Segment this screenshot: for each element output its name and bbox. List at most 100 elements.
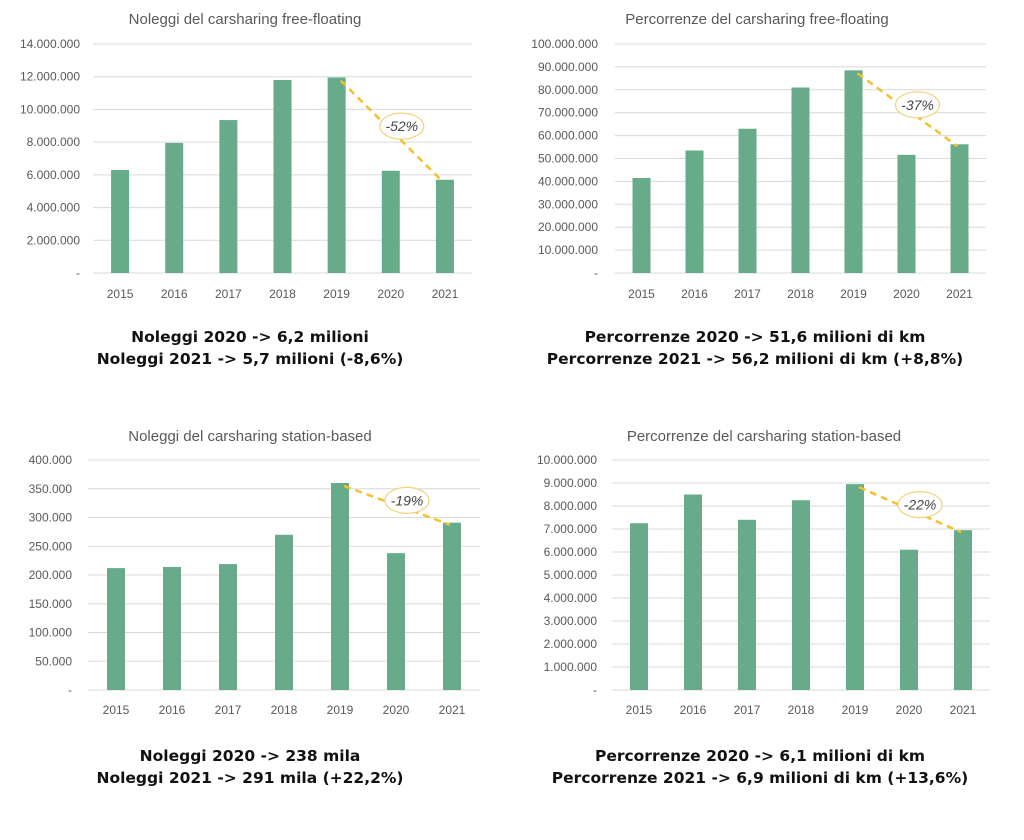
y-tick-label: 1.000.000 [544,660,598,674]
y-tick-label: 12.000.000 [20,70,80,84]
x-tick-label: 2021 [946,287,973,300]
y-tick-label: 300.000 [29,511,73,525]
bar-2018 [792,500,810,690]
x-tick-label: 2019 [323,287,350,300]
y-tick-label: 3.000.000 [544,614,598,628]
x-tick-label: 2016 [680,703,707,717]
y-tick-label: 8.000.000 [544,499,598,513]
y-tick-label: 7.000.000 [544,522,598,536]
bar-2019 [844,70,863,274]
annotation-label: -19% [391,492,424,508]
bar-2017 [738,519,756,690]
bar-2017 [738,128,757,273]
x-tick-label: 2019 [840,287,867,300]
y-tick-label: 10.000.000 [537,453,597,467]
x-tick-label: 2016 [681,287,708,300]
caption-line: Noleggi 2021 -> 291 mila (+22,2%) [96,769,404,787]
y-tick-label: 9.000.000 [544,476,598,490]
bar-2021 [950,144,969,273]
y-tick-label: - [68,683,72,697]
trend-line [858,486,962,534]
y-tick-label: 350.000 [29,482,73,496]
y-tick-label: 2.000.000 [544,637,598,651]
trend-line [343,484,451,526]
annotation-bubble [894,91,941,119]
bar-2018 [273,79,292,273]
bar-2019 [846,484,864,690]
y-tick-label: - [593,683,597,697]
y-tick-label: 4.000.000 [544,591,598,605]
x-tick-label: 2020 [896,703,923,717]
chart-title: Noleggi del carsharing station-based [128,428,371,445]
y-tick-label: 100.000 [29,626,73,640]
y-tick-label: 80.000.000 [538,83,598,97]
chart-title: Percorrenze del carsharing free-floating [625,11,888,28]
bar-2020 [387,553,405,690]
y-tick-label: 8.000.000 [27,135,81,149]
x-tick-label: 2017 [215,703,242,717]
caption-line: Noleggi 2020 -> 6,2 milioni [131,328,369,346]
y-tick-label: 6.000.000 [27,168,81,182]
y-tick-label: 90.000.000 [538,60,598,74]
x-tick-label: 2018 [787,287,814,300]
bar-2017 [219,120,238,273]
x-tick-label: 2021 [439,703,466,717]
x-tick-label: 2015 [628,287,655,300]
x-tick-label: 2016 [159,703,186,717]
x-tick-label: 2015 [626,703,653,717]
y-tick-label: 5.000.000 [544,568,598,582]
chart-ff-rentals: Noleggi del carsharing free-floating - 2.0… [20,11,472,300]
annotation-label: -22% [904,497,937,513]
x-tick-label: 2016 [161,287,188,300]
bar-2020 [381,170,400,273]
x-tick-label: 2017 [734,287,761,300]
bar-2018 [791,87,810,273]
y-tick-label: 250.000 [29,539,73,553]
bar-2015 [630,523,648,690]
bar-2015 [107,568,125,690]
x-tick-label: 2021 [950,703,977,717]
y-tick-label: 50.000 [35,654,72,668]
bar-2017 [219,564,237,690]
y-tick-label: 14.000.000 [20,37,80,51]
x-tick-label: 2018 [271,703,298,717]
x-tick-label: 2020 [383,703,410,717]
bar-2016 [685,150,704,273]
chart-ff-distance: Percorrenze del carsharing free-floating… [531,11,986,300]
caption-line: Percorrenze 2021 -> 56,2 milioni di km (… [546,350,964,368]
x-tick-label: 2017 [215,287,242,300]
caption-ff-distance: Percorrenze 2020 -> 51,6 milioni di km P… [520,326,990,370]
x-tick-label: 2017 [734,703,761,717]
x-tick-label: 2015 [107,287,134,300]
y-tick-label: 4.000.000 [27,201,81,215]
caption-sb-distance: Percorrenze 2020 -> 6,1 milioni di km Pe… [520,745,1000,789]
annotation-label: -52% [385,118,418,134]
x-tick-label: 2018 [788,703,815,717]
x-tick-label: 2020 [377,287,404,300]
y-tick-label: 50.000.000 [538,152,598,166]
y-tick-label: - [76,266,80,280]
caption-line: Percorrenze 2020 -> 51,6 milioni di km [584,328,926,346]
bar-2020 [900,549,918,690]
annotation-bubble [379,112,425,140]
chart-title: Percorrenze del carsharing station-based [627,428,901,445]
y-tick-label: 10.000.000 [538,243,598,257]
y-tick-label: 10.000.000 [20,102,80,116]
y-tick-label: 60.000.000 [538,129,598,143]
chart-sb-rentals: Noleggi del carsharing station-based - 50.… [29,428,480,717]
y-tick-label: 400.000 [29,453,73,467]
y-tick-label: 30.000.000 [538,197,598,211]
caption-line: Noleggi 2020 -> 238 mila [139,747,361,765]
x-tick-label: 2019 [842,703,869,717]
caption-line: Percorrenze 2020 -> 6,1 milioni di km [594,747,926,765]
bar-2016 [163,566,181,690]
annotation-bubble [897,491,943,519]
bar-2016 [165,142,184,273]
bar-2016 [684,494,702,690]
y-tick-label: - [594,266,598,280]
y-tick-label: 70.000.000 [538,106,598,120]
x-tick-label: 2018 [269,287,296,300]
caption-ff-rentals: Noleggi 2020 -> 6,2 milioni Noleggi 2021… [20,326,480,370]
bar-2019 [327,77,346,274]
annotation-bubble [384,486,430,514]
